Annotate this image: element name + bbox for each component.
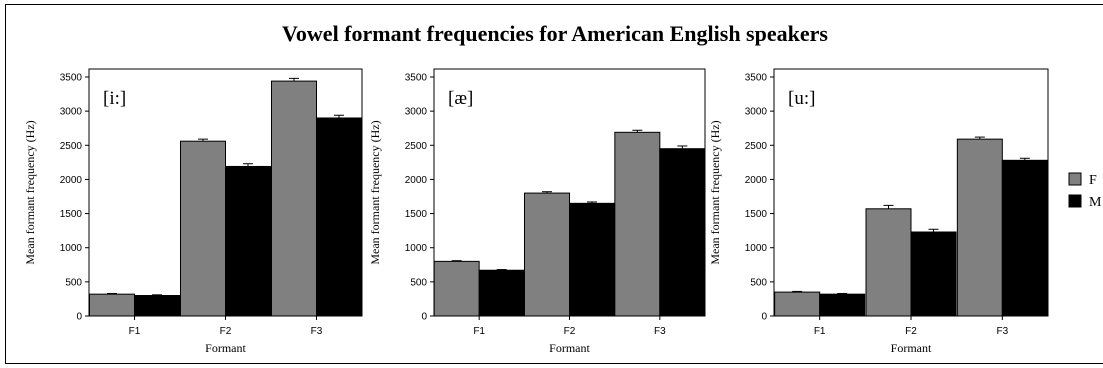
x-tick-label: F3 — [996, 326, 1008, 337]
chart-panel-3: 0 500 1000 1500 2000 2500 3000 3500 F1 F2 F3 [u:] Fo… — [708, 68, 1049, 355]
y-tick-label: 2000 — [745, 175, 768, 186]
chart-svg: 0 500 1000 1500 2000 2500 3000 3500 F1 F2 F3 [i:] Fo… — [23, 68, 1102, 355]
y-tick-label: 500 — [410, 277, 427, 288]
y-tick-label: 1000 — [745, 243, 768, 254]
bar-F-F3 — [271, 80, 317, 317]
plot-frame — [88, 68, 363, 317]
chart-title: Vowel formant frequencies for American E… — [282, 21, 828, 46]
legend: FM — [1068, 172, 1102, 210]
figure-frame: Vowel formant frequencies for American E… — [5, 4, 1103, 364]
y-tick-label: 500 — [750, 277, 767, 288]
bar-M-F1 — [478, 269, 525, 317]
bar-F-F2 — [865, 208, 912, 317]
y-axis-title: Mean formant frequency (Hz) — [23, 120, 37, 264]
bar-F-F1 — [89, 293, 135, 317]
x-axis-title: Formant — [205, 341, 246, 355]
x-tick-label: F3 — [654, 326, 666, 337]
panel-label: [u:] — [788, 88, 815, 109]
y-tick-label: 3000 — [745, 107, 768, 118]
y-tick-label: 1500 — [405, 209, 428, 220]
y-tick-label: 3500 — [745, 73, 768, 84]
y-tick-label: 0 — [76, 312, 82, 323]
chart-panel-2: 0 500 1000 1500 2000 2500 3000 3500 F1 F2 F3 [æ] For… — [368, 68, 706, 355]
bar-F-F2 — [524, 192, 570, 317]
bar-M-F1 — [134, 295, 180, 317]
y-axis-title: Mean formant frequency (Hz) — [368, 120, 382, 264]
y-tick-label: 2500 — [405, 141, 428, 152]
y-tick-label: 1000 — [60, 243, 83, 254]
x-tick-label: F1 — [814, 326, 826, 337]
y-tick-label: 0 — [761, 312, 767, 323]
bar-F-F2 — [180, 140, 226, 317]
plot-frame — [773, 68, 1049, 317]
legend-swatch-F — [1068, 172, 1082, 186]
y-tick-label: 2000 — [60, 175, 83, 186]
legend-label-F: F — [1089, 173, 1097, 188]
panel-label: [æ] — [448, 88, 473, 109]
x-tick-label: F2 — [220, 326, 232, 337]
bar-M-F1 — [819, 293, 866, 317]
y-tick-label: 2500 — [60, 141, 83, 152]
y-tick-label: 3000 — [405, 107, 428, 118]
x-tick-label: F2 — [564, 326, 576, 337]
x-axis-title: Formant — [891, 341, 932, 355]
y-axis-title: Mean formant frequency (Hz) — [708, 120, 722, 264]
y-tick-label: 3500 — [405, 73, 428, 84]
y-tick-label: 1500 — [745, 209, 768, 220]
y-tick-label: 500 — [65, 277, 82, 288]
bar-F-F3 — [956, 138, 1003, 317]
y-tick-label: 3500 — [60, 73, 83, 84]
x-tick-label: F1 — [473, 326, 485, 337]
panel-label: [i:] — [103, 88, 126, 109]
y-tick-label: 0 — [421, 312, 427, 323]
legend-label-M: M — [1089, 195, 1102, 210]
y-tick-label: 2000 — [405, 175, 428, 186]
bar-M-F3 — [1001, 159, 1048, 317]
x-tick-label: F1 — [129, 326, 141, 337]
plot-frame — [433, 68, 706, 317]
bar-F-F1 — [433, 260, 480, 317]
y-tick-label: 2500 — [745, 141, 768, 152]
bar-M-F2 — [569, 202, 615, 317]
y-tick-label: 3000 — [60, 107, 83, 118]
bar-M-F3 — [659, 148, 706, 317]
bar-M-F2 — [910, 231, 957, 317]
x-tick-label: F2 — [905, 326, 917, 337]
bar-M-F3 — [316, 117, 362, 317]
bar-M-F2 — [225, 165, 271, 317]
bar-F-F3 — [614, 131, 661, 317]
x-axis-title: Formant — [549, 341, 590, 355]
chart-panel-1: 0 500 1000 1500 2000 2500 3000 3500 F1 F2 F3 [i:] Fo… — [23, 68, 363, 355]
y-tick-label: 1500 — [60, 209, 83, 220]
legend-swatch-M — [1068, 194, 1082, 208]
bar-F-F1 — [774, 291, 821, 317]
y-tick-label: 1000 — [405, 243, 428, 254]
x-tick-label: F3 — [311, 326, 323, 337]
